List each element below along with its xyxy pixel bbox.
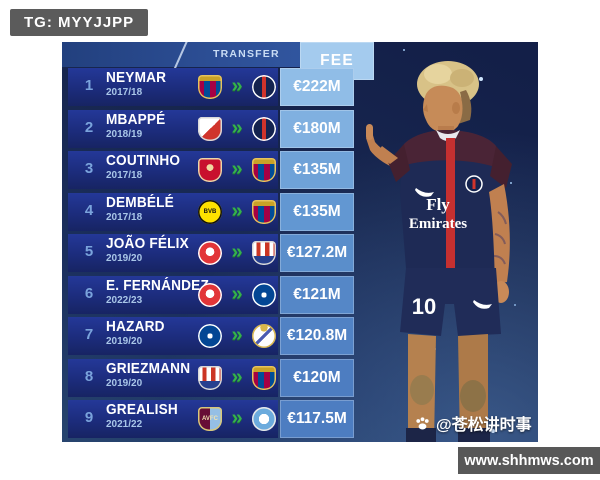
- to-club-logo: [252, 158, 276, 182]
- transfer-arrow-icon: »: [231, 282, 243, 305]
- transfer-arrow-icon: »: [231, 75, 243, 97]
- from-club-logo: [198, 324, 222, 348]
- fee-cell: €135M: [280, 151, 354, 189]
- website-watermark-badge: www.shhmws.com: [458, 447, 600, 474]
- transfer-arrow-icon: »: [231, 241, 243, 263]
- fee-cell: €180M: [280, 109, 354, 148]
- face: [423, 85, 463, 133]
- from-club-logo: AVFC: [198, 407, 222, 431]
- rank: 2: [84, 118, 94, 136]
- fee-cell: €121M: [280, 275, 354, 314]
- transfer-fee-graphic: Fly Emirates 10 TRANSFER FEE 1 NEYMAR 201…: [62, 42, 538, 442]
- to-club-logo: [252, 75, 276, 99]
- rank: 6: [84, 284, 94, 302]
- table-row: 4 DEMBÉLÉ 2017/18 BVB » €135M: [62, 192, 354, 231]
- season: 2019/20: [106, 377, 143, 389]
- transfer-arrow-icon: »: [231, 199, 243, 222]
- season: 2022/23: [106, 294, 143, 306]
- player-name: MBAPPÉ: [106, 111, 166, 128]
- season: 2017/18: [106, 211, 143, 223]
- transfer-arrow-icon: »: [231, 407, 243, 429]
- from-club-logo: [198, 116, 222, 141]
- transfer-column-header: TRANSFER: [213, 48, 280, 60]
- sock: [458, 428, 490, 442]
- fee-cell: €135M: [280, 192, 354, 231]
- to-club-logo: [252, 407, 276, 431]
- table-header: TRANSFER FEE: [62, 42, 374, 80]
- from-club-logo: [198, 75, 222, 99]
- header-slash-decoration: [173, 42, 189, 70]
- sock: [406, 428, 436, 442]
- rank: 9: [84, 409, 94, 426]
- table-row: 8 GRIEZMANN 2019/20 » €120M: [62, 358, 354, 397]
- paw-icon: [416, 416, 429, 430]
- jersey-sponsor-line1: Fly: [426, 195, 450, 214]
- transfer-arrow-icon: »: [231, 158, 243, 180]
- table-row: 2 MBAPPÉ 2018/19 » €180M: [62, 109, 354, 148]
- rank: 5: [84, 243, 94, 260]
- rank: 3: [84, 160, 94, 177]
- season: 2017/18: [106, 87, 143, 99]
- table-row: 5 JOÃO FÉLIX 2019/20 » €127.2M: [62, 234, 354, 272]
- watermark-text: @苍松讲时事: [436, 417, 532, 434]
- to-club-logo: [252, 241, 276, 265]
- table-row: 7 HAZARD 2019/20 » €120.8M: [62, 317, 354, 355]
- fee-cell: €222M: [280, 68, 354, 106]
- season: 2021/22: [106, 419, 143, 431]
- season: 2019/20: [106, 336, 143, 348]
- rank: 4: [84, 201, 94, 219]
- to-club-logo: [252, 365, 276, 390]
- weibo-watermark: @苍松讲时事: [414, 411, 532, 435]
- from-club-logo: [198, 241, 222, 265]
- player-name: JOÃO FÉLIX: [106, 236, 189, 252]
- season: 2017/18: [106, 170, 143, 182]
- from-club-logo: [198, 282, 222, 307]
- table-row: 6 E. FERNÁNDEZ 2022/23 » €121M: [62, 275, 354, 314]
- transfer-arrow-icon: »: [231, 365, 243, 388]
- transfer-arrow-icon: »: [231, 116, 243, 139]
- telegram-watermark-badge: TG: MYYJJPP: [10, 9, 149, 36]
- fee-cell: €120M: [280, 358, 354, 397]
- fee-cell: €120.8M: [280, 317, 354, 355]
- player-name: COUTINHO: [106, 153, 181, 169]
- tattooed-arm: [489, 184, 510, 284]
- neymar-photo: Fly Emirates 10: [366, 61, 512, 442]
- shorts: [400, 268, 501, 336]
- transfer-arrow-icon: »: [231, 324, 243, 346]
- player-name: NEYMAR: [106, 70, 167, 86]
- knee-grass-stain: [410, 375, 434, 405]
- table-row: 1 NEYMAR 2017/18 » €222M: [62, 68, 354, 106]
- to-club-logo: [252, 116, 276, 141]
- player-name: GREALISH: [106, 402, 178, 418]
- rank: 7: [84, 326, 94, 343]
- rank: 8: [84, 367, 94, 385]
- nike-swoosh: [415, 188, 434, 197]
- player-name: DEMBÉLÉ: [106, 194, 174, 211]
- jersey-red-stripe: [446, 138, 455, 268]
- player-name: GRIEZMANN: [106, 360, 191, 377]
- season: 2019/20: [106, 253, 143, 265]
- table-row: 3 COUTINHO 2017/18 » €135M: [62, 151, 354, 189]
- season: 2018/19: [106, 128, 143, 140]
- from-club-logo: [198, 365, 222, 390]
- player-name: HAZARD: [106, 319, 165, 335]
- fee-cell: €117.5M: [280, 400, 354, 438]
- to-club-logo: [252, 282, 276, 307]
- to-club-logo: [252, 324, 276, 348]
- knee-grass-stain: [460, 380, 486, 412]
- table-row: 9 GREALISH 2021/22 AVFC » €117.5M: [62, 400, 354, 438]
- player-name: E. FERNÁNDEZ: [106, 277, 209, 294]
- jersey-sponsor-line2: Emirates: [409, 216, 467, 232]
- rank: 1: [84, 77, 94, 94]
- shorts-number: 10: [412, 294, 436, 319]
- from-club-logo: [198, 158, 222, 182]
- from-club-logo: BVB: [198, 199, 222, 224]
- fee-cell: €127.2M: [280, 234, 354, 272]
- to-club-logo: [252, 199, 276, 224]
